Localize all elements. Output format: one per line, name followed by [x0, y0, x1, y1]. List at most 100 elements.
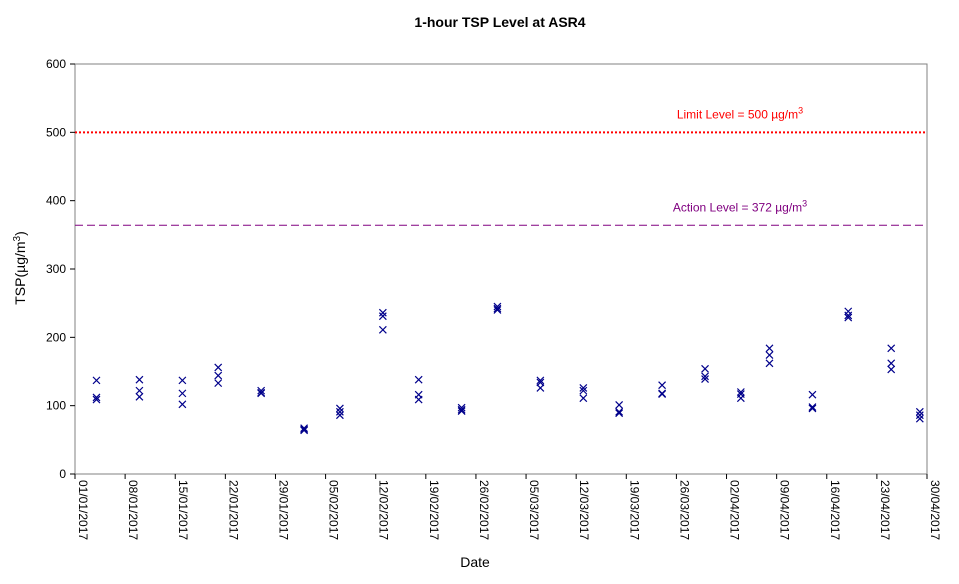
data-point-marker — [214, 363, 223, 372]
data-point-marker — [457, 403, 466, 412]
data-point-marker — [736, 394, 745, 403]
data-point-marker — [615, 409, 624, 418]
data-point-marker — [536, 383, 545, 392]
data-point-marker — [887, 365, 896, 374]
data-point-marker — [915, 414, 924, 423]
plot-area — [74, 63, 928, 475]
x-tick-label: 30/04/2017 — [928, 480, 942, 540]
x-tick-label: 05/03/2017 — [527, 480, 541, 540]
data-point-marker — [615, 407, 624, 416]
y-axis: 0 100 200 300 400 500 600 — [46, 57, 75, 481]
y-tick-label: 400 — [46, 194, 66, 208]
x-tick-label: 16/04/2017 — [828, 480, 842, 540]
data-point-marker — [887, 359, 896, 368]
data-point-marker — [701, 364, 709, 373]
x-tick-label: 19/03/2017 — [627, 480, 641, 540]
data-point-marker — [457, 405, 466, 414]
y-tick-label: 200 — [46, 330, 66, 344]
data-point-marker — [457, 407, 466, 416]
x-tick-label: 12/02/2017 — [377, 480, 391, 540]
data-point-marker — [579, 386, 588, 395]
data-point-marker — [178, 400, 187, 409]
data-point-marker — [765, 351, 774, 360]
data-point-marker — [887, 344, 896, 353]
x-tick-label: 29/01/2017 — [276, 480, 290, 540]
y-tick-label: 100 — [46, 399, 66, 413]
data-point-marker — [414, 375, 423, 384]
action-level-label-sup: 3 — [802, 198, 807, 208]
data-point-marker — [378, 312, 387, 321]
x-tick-label: 15/01/2017 — [176, 480, 190, 540]
data-point-marker — [808, 403, 817, 411]
data-point-marker — [658, 381, 667, 390]
data-point-marker — [536, 376, 545, 385]
x-axis: 01/01/2017 08/01/2017 15/01/2017 22/01/2017… — [74, 474, 942, 540]
data-point-marker — [92, 395, 101, 404]
x-tick-label: 01/01/2017 — [76, 480, 90, 540]
data-point-marker — [808, 404, 817, 413]
data-point-marker — [178, 376, 187, 385]
y-axis-label-sup: 3 — [12, 235, 23, 241]
data-point-marker — [701, 375, 709, 383]
data-point-marker — [135, 386, 144, 395]
y-axis-label: TSP(µg/m3) — [12, 231, 29, 305]
data-point-marker — [92, 376, 101, 385]
data-point-marker — [135, 375, 144, 384]
data-point-marker — [915, 407, 924, 416]
x-tick-label: 19/02/2017 — [427, 480, 441, 540]
data-point-marker — [579, 383, 588, 392]
x-tick-label: 02/04/2017 — [728, 480, 742, 540]
data-point-marker — [335, 407, 344, 416]
y-tick-label: 500 — [46, 125, 66, 139]
data-point-marker — [214, 379, 223, 388]
limit-level-label-sup: 3 — [798, 105, 803, 115]
x-tick-label: 08/01/2017 — [126, 480, 140, 540]
limit-level-label-main: Limit Level = 500 µg/m — [677, 107, 798, 121]
data-point-marker — [178, 389, 187, 398]
data-point-marker — [493, 304, 502, 313]
chart-title: 1-hour TSP Level at ASR4 — [414, 14, 585, 30]
data-point-marker — [765, 359, 774, 368]
action-level-label-main: Action Level = 372 µg/m — [673, 200, 802, 214]
action-level-label: Action Level = 372 µg/m3 — [673, 198, 807, 214]
data-point-marker — [414, 395, 423, 404]
data-point-marker — [658, 390, 667, 398]
data-point-marker — [915, 411, 924, 420]
y-axis-label-close: ) — [12, 231, 28, 236]
x-tick-label: 23/04/2017 — [878, 480, 892, 540]
data-point-marker — [615, 401, 624, 409]
data-point-marker — [335, 404, 344, 413]
x-tick-label: 26/03/2017 — [677, 480, 691, 540]
y-tick-label: 300 — [46, 262, 66, 276]
data-point-marker — [844, 311, 853, 320]
data-point-marker — [300, 426, 309, 435]
x-tick-label: 12/03/2017 — [577, 480, 591, 540]
data-point-marker — [736, 388, 745, 396]
x-tick-label: 22/01/2017 — [226, 480, 240, 540]
y-tick-label: 0 — [59, 467, 66, 481]
data-point-marker — [378, 308, 387, 317]
y-axis-label-main: TSP(µg/m — [12, 241, 28, 304]
x-axis-label: Date — [460, 554, 490, 570]
data-point-marker — [493, 306, 502, 314]
data-point-marker — [808, 390, 817, 399]
data-point-marker — [92, 393, 101, 402]
data-point-marker — [493, 302, 502, 311]
data-point-marker — [214, 371, 223, 380]
data-point-marker — [579, 394, 588, 403]
x-tick-label: 09/04/2017 — [778, 480, 792, 540]
data-point-marker — [300, 424, 309, 433]
limit-level-label: Limit Level = 500 µg/m3 — [677, 105, 803, 121]
data-point-marker — [844, 313, 853, 322]
data-point-marker — [378, 325, 387, 334]
data-point-marker — [335, 411, 344, 420]
data-points — [92, 302, 924, 435]
x-tick-label: 26/02/2017 — [477, 480, 491, 540]
y-tick-label: 600 — [46, 57, 66, 71]
data-point-marker — [257, 386, 266, 395]
data-point-marker — [765, 344, 774, 353]
x-tick-label: 05/02/2017 — [327, 480, 341, 540]
data-point-marker — [257, 389, 266, 398]
